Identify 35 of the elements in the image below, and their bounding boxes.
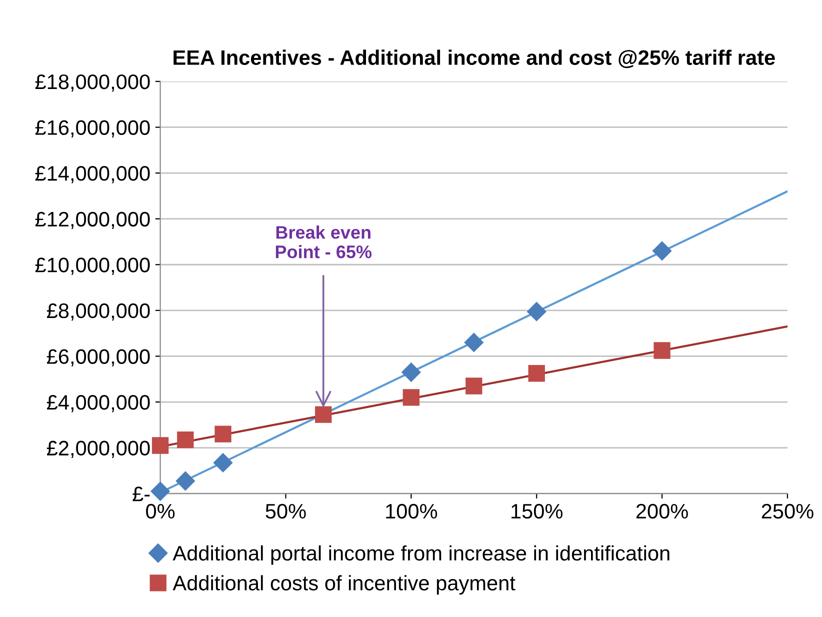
legend-label: Additional portal income from increase in identification xyxy=(172,545,670,565)
x-tick-label: 100% xyxy=(386,504,438,519)
y-tick-label: £2,000,000 xyxy=(46,440,150,458)
point xyxy=(213,453,233,472)
y-tick-label: £8,000,000 xyxy=(46,303,150,321)
y-tick-label: £6,000,000 xyxy=(46,349,150,366)
y-tick-label: £- xyxy=(132,486,150,502)
x-tick-label: 0% xyxy=(146,504,175,519)
x-tick-label: 150% xyxy=(512,504,563,519)
legend-label: Additional costs of incentive payment xyxy=(172,575,516,595)
y-tick-label: £12,000,000 xyxy=(35,212,150,230)
y-tick-label: £10,000,000 xyxy=(35,258,150,275)
y-tick-label: £14,000,000 xyxy=(35,166,150,184)
y-tick-label: £16,000,000 xyxy=(35,120,150,138)
point xyxy=(402,362,421,382)
x-tick-label: 250% xyxy=(762,504,814,519)
point xyxy=(150,482,170,501)
point xyxy=(214,426,232,442)
point xyxy=(652,241,672,260)
point xyxy=(466,378,482,394)
point xyxy=(152,437,169,454)
x-tick-label: 200% xyxy=(636,504,688,519)
point xyxy=(528,365,545,382)
point xyxy=(402,389,420,406)
chart-title: EEA Incentives - Additional income and cost @25% tariff rate xyxy=(174,50,775,68)
annotation: Break even Point - 65% xyxy=(276,226,372,258)
point xyxy=(315,406,332,423)
x-tick-label: 50% xyxy=(266,504,306,519)
point xyxy=(527,302,546,322)
point xyxy=(654,342,670,359)
y-tick-label: £4,000,000 xyxy=(46,395,150,412)
y-tick-label: £18,000,000 xyxy=(35,74,150,92)
point xyxy=(464,332,484,352)
point xyxy=(176,471,195,491)
point xyxy=(177,431,194,448)
